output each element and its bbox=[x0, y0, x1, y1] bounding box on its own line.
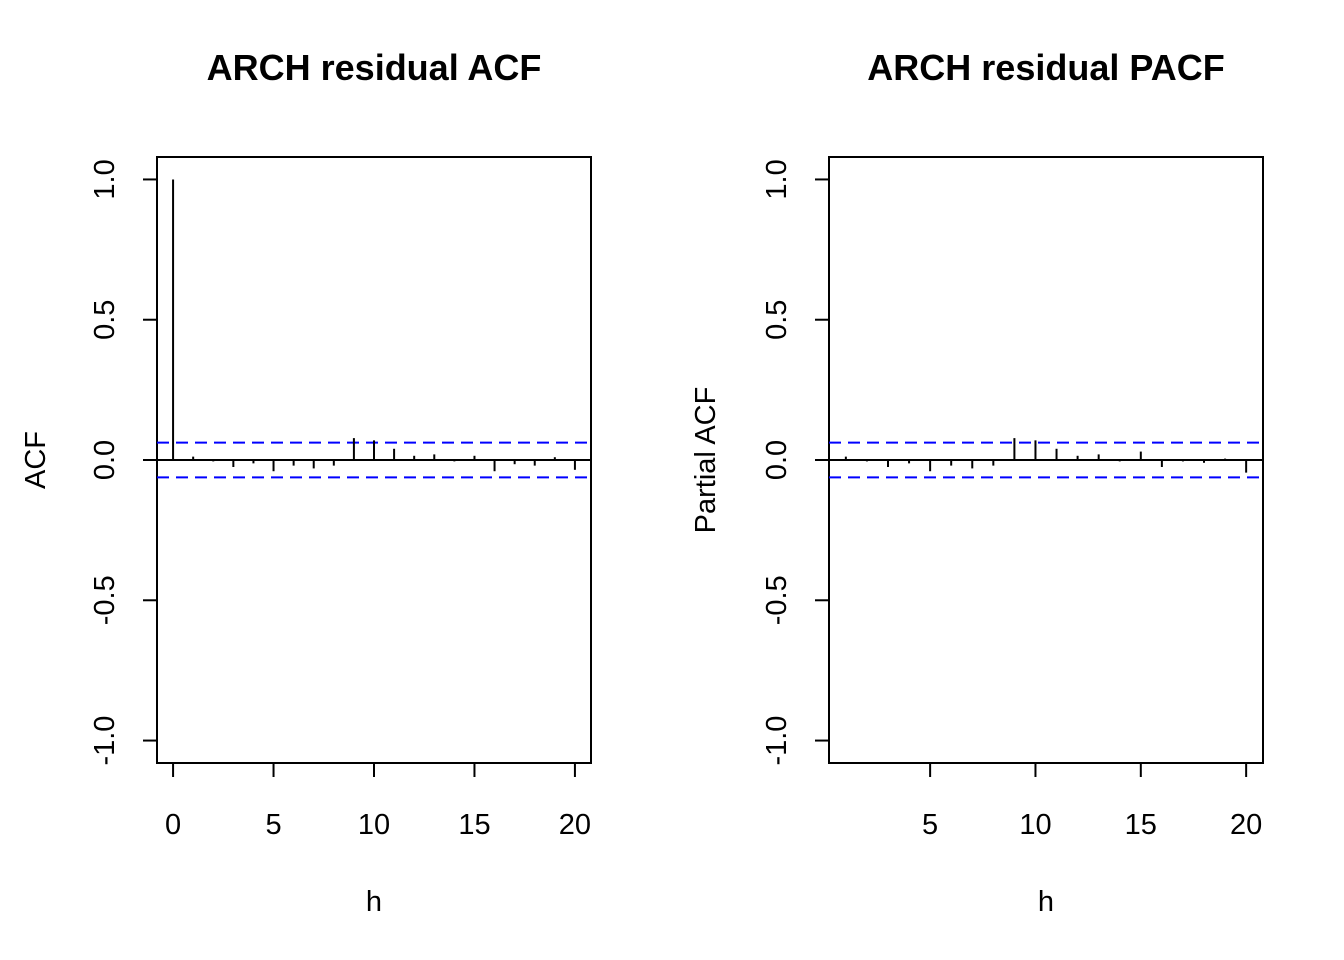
y-axis-label: Partial ACF bbox=[690, 387, 722, 534]
y-tick-label: 0.5 bbox=[89, 300, 121, 340]
y-axis-label: ACF bbox=[20, 431, 52, 489]
y-tick-label: 1.0 bbox=[89, 159, 121, 199]
chart-title: ARCH residual PACF bbox=[867, 47, 1224, 88]
y-tick-label: -1.0 bbox=[761, 716, 793, 766]
x-tick-label: 5 bbox=[265, 809, 281, 841]
y-tick-label: 1.0 bbox=[761, 159, 793, 199]
x-axis-label: h bbox=[366, 886, 382, 918]
x-tick-label: 20 bbox=[1230, 809, 1262, 841]
x-tick-label: 10 bbox=[358, 809, 390, 841]
x-tick-label: 15 bbox=[1125, 809, 1157, 841]
x-tick-label: 10 bbox=[1019, 809, 1051, 841]
x-tick-label: 15 bbox=[458, 809, 490, 841]
chart-title: ARCH residual ACF bbox=[207, 47, 542, 88]
x-tick-label: 20 bbox=[559, 809, 591, 841]
chart-panel-2: ARCH residual PACF -1.0 -0.5 0.0 0.5 1.0 5 10 15… bbox=[690, 47, 1264, 918]
x-tick-label: 0 bbox=[165, 809, 181, 841]
y-tick-label: -0.5 bbox=[89, 575, 121, 625]
y-tick-label: 0.5 bbox=[761, 300, 793, 340]
y-tick-label: -0.5 bbox=[761, 575, 793, 625]
x-axis-label: h bbox=[1038, 886, 1054, 918]
x-tick-label: 5 bbox=[922, 809, 938, 841]
chart-panel-1: ARCH residual ACF -1.0 -0.5 0.0 0.5 1.0 0 5 10 15… bbox=[20, 47, 592, 918]
y-tick-label: 0.0 bbox=[761, 440, 793, 480]
y-tick-label: -1.0 bbox=[89, 716, 121, 766]
y-tick-label: 0.0 bbox=[89, 440, 121, 480]
